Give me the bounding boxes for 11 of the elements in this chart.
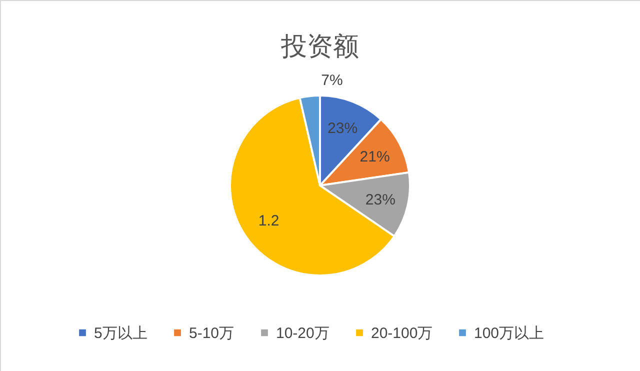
chart-title: 投资额 (280, 31, 359, 61)
legend-label: 100万以上 (474, 324, 544, 342)
legend-label: 5万以上 (94, 324, 148, 342)
legend-label: 5-10万 (189, 324, 234, 342)
legend-label: 10-20万 (276, 324, 330, 342)
data-label: 23% (365, 191, 396, 208)
data-label: 1.2 (258, 212, 280, 230)
data-label: 21% (360, 148, 390, 166)
data-label: 7% (321, 72, 343, 90)
legend-label: 20-100万 (371, 324, 433, 342)
data-label: 23% (328, 120, 358, 137)
